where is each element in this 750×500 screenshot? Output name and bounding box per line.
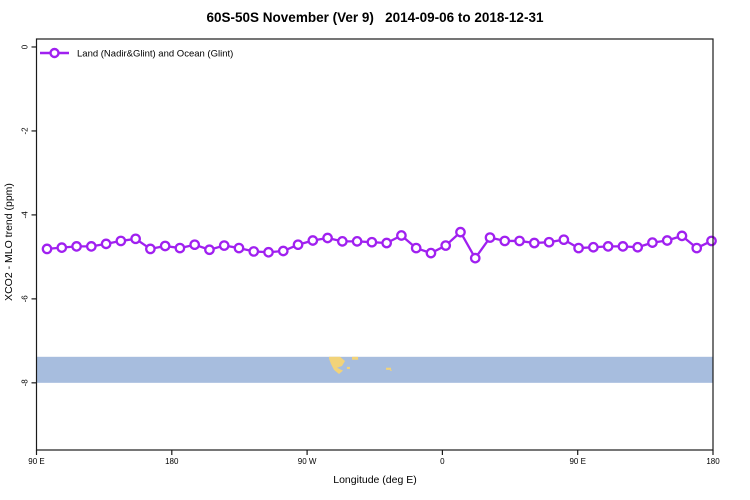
data-point-marker (322, 232, 333, 244)
data-point-marker (410, 242, 422, 254)
data-point-marker (115, 235, 127, 247)
data-point-marker (145, 243, 156, 255)
x-tick-label: 180 (706, 457, 720, 466)
data-point-marker (130, 233, 141, 245)
data-point-marker (602, 241, 614, 252)
data-point-marker (528, 237, 540, 249)
data-point-marker (277, 245, 289, 257)
data-point-marker (292, 239, 304, 251)
data-series (41, 226, 717, 264)
plot-box (35, 38, 714, 451)
x-tick-label: 90 E (569, 457, 585, 466)
land-feature-patagonia (329, 356, 345, 375)
data-point-marker (588, 241, 599, 253)
data-point-marker (558, 234, 570, 246)
legend: Land (Nadir&Glint) and Ocean (Glint) (40, 47, 233, 60)
data-point-marker (543, 236, 555, 248)
data-point-marker (691, 242, 703, 254)
y-tick-label: -8 (21, 379, 30, 387)
y-tick-label: -2 (21, 127, 30, 135)
land-feature-falkland-islands (346, 366, 350, 369)
data-point-marker (573, 242, 584, 254)
data-point-marker (499, 235, 511, 247)
data-point-marker (263, 246, 274, 258)
x-tick-label: 0 (440, 457, 445, 466)
x-tick-label: 180 (165, 457, 179, 466)
data-point-marker (514, 235, 525, 247)
y-tick-label: -4 (21, 211, 30, 219)
series-line (46, 230, 712, 260)
data-point-marker (676, 230, 688, 242)
x-tick-label: 90 E (28, 457, 44, 466)
data-point-marker (100, 238, 112, 250)
data-point-marker (174, 242, 186, 254)
data-point-marker (484, 232, 496, 243)
chart-title: 60S-50S November (Ver 9) 2014-09-06 to 2… (206, 10, 544, 25)
map-band-ocean (36, 356, 713, 383)
land-feature-patagonia-coast-specks (352, 356, 359, 360)
data-point-marker (41, 243, 53, 255)
data-point-marker (366, 236, 378, 248)
data-point-marker (617, 241, 629, 252)
land-feature-south-georgia (386, 367, 391, 370)
data-point-marker (647, 237, 658, 248)
data-point-marker (307, 235, 319, 246)
data-point-marker (396, 230, 407, 241)
data-point-marker (469, 252, 481, 264)
legend-label: Land (Nadir&Glint) and Ocean (Glint) (77, 49, 233, 60)
data-point-marker (218, 240, 230, 251)
x-axis-label: Longitude (deg E) (333, 474, 417, 486)
legend-open-circle-icon (49, 47, 60, 59)
data-point-marker (189, 239, 201, 251)
data-point-marker (248, 246, 260, 257)
data-point-marker (336, 236, 348, 247)
y-tick-label: -6 (21, 295, 30, 303)
data-point-marker (440, 240, 452, 251)
data-point-marker (661, 235, 673, 246)
data-point-marker (56, 242, 68, 253)
data-point-marker (425, 247, 437, 259)
land-feature-south-georgia-speck (389, 369, 392, 371)
data-point-marker (455, 226, 466, 238)
data-point-marker (381, 237, 392, 249)
data-point-marker (85, 241, 97, 252)
x-tick-label: 90 W (298, 457, 317, 466)
data-point-marker (71, 241, 82, 252)
data-point-marker (204, 244, 215, 256)
data-point-marker (159, 240, 171, 252)
map-band (36, 356, 713, 383)
data-point-marker (632, 241, 644, 253)
data-point-marker (351, 236, 363, 247)
axes: 90 E 180 90 W 0 90 E 180 0 -2 -4 -6 -8 (21, 44, 721, 466)
y-axis-label: XCO2 - MLO trend (ppm) (3, 183, 15, 301)
data-point-marker (233, 242, 245, 254)
data-point-marker (706, 235, 717, 247)
y-tick-label: 0 (21, 44, 30, 49)
